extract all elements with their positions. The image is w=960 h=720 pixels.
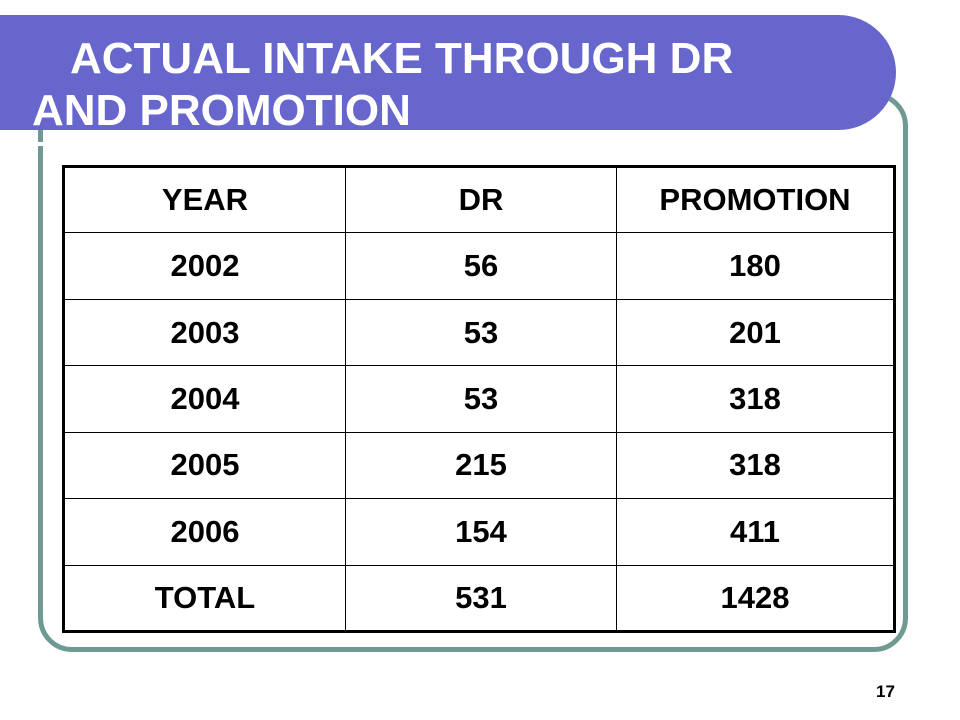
cell-total-label: TOTAL xyxy=(63,564,346,633)
page-number: 17 xyxy=(876,682,895,701)
cell-dr: 53 xyxy=(345,298,617,367)
cell-promotion: 318 xyxy=(616,431,895,500)
intake-table: YEAR DR PROMOTION 2002 56 180 2003 53 20… xyxy=(62,165,896,633)
header-promotion: PROMOTION xyxy=(616,165,895,234)
title-banner: ACTUAL INTAKE THROUGH DR AND PROMOTION xyxy=(0,15,896,146)
cell-promotion: 411 xyxy=(616,498,895,566)
cell-year: 2004 xyxy=(63,365,346,433)
cell-promotion: 318 xyxy=(616,365,895,433)
title-underline xyxy=(8,142,848,146)
table-header-row: YEAR DR PROMOTION xyxy=(63,165,895,234)
cell-dr: 215 xyxy=(345,431,617,500)
cell-promotion: 201 xyxy=(616,298,895,367)
table-row: 2005 215 318 xyxy=(63,431,895,500)
cell-year: 2003 xyxy=(63,298,346,367)
title-line-2: AND PROMOTION xyxy=(32,86,411,135)
header-dr: DR xyxy=(345,165,617,234)
cell-year: 2006 xyxy=(63,498,346,566)
table-total-row: TOTAL 531 1428 xyxy=(63,564,895,633)
cell-total-promotion: 1428 xyxy=(616,564,895,633)
cell-dr: 154 xyxy=(345,498,617,566)
header-year: YEAR xyxy=(63,165,346,234)
slide-title: ACTUAL INTAKE THROUGH DR AND PROMOTION xyxy=(32,33,733,137)
cell-promotion: 180 xyxy=(616,232,895,300)
cell-total-dr: 531 xyxy=(345,564,617,633)
cell-year: 2002 xyxy=(63,232,346,300)
table-row: 2002 56 180 xyxy=(63,232,895,300)
cell-year: 2005 xyxy=(63,431,346,500)
table-row: 2006 154 411 xyxy=(63,498,895,566)
cell-dr: 56 xyxy=(345,232,617,300)
table-row: 2003 53 201 xyxy=(63,298,895,367)
table-row: 2004 53 318 xyxy=(63,365,895,433)
cell-dr: 53 xyxy=(345,365,617,433)
title-line-1: ACTUAL INTAKE THROUGH DR xyxy=(70,34,734,83)
